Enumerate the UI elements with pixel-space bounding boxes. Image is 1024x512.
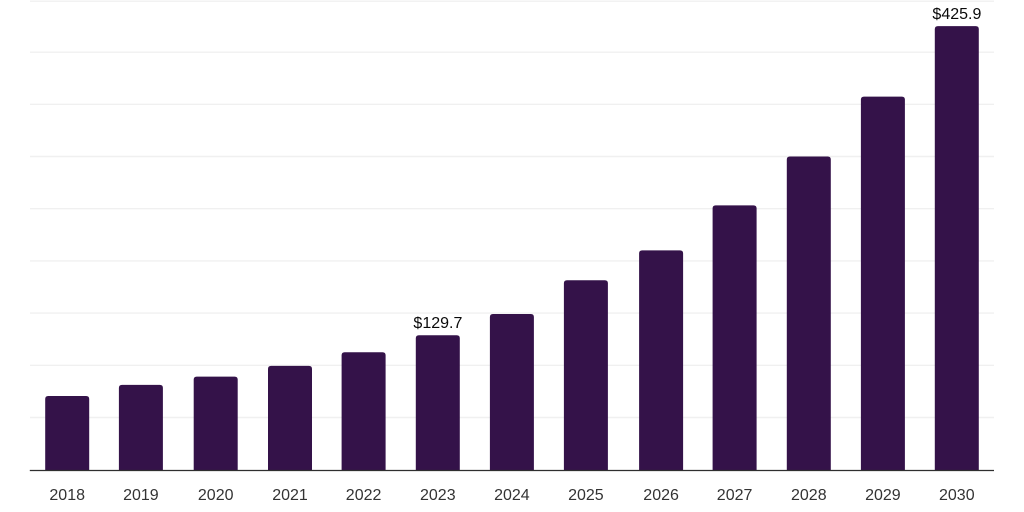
svg-text:$425.9: $425.9 (932, 6, 981, 23)
svg-text:2030: 2030 (939, 487, 975, 504)
svg-text:2019: 2019 (123, 487, 159, 504)
svg-text:2027: 2027 (717, 487, 753, 504)
svg-text:2024: 2024 (494, 487, 530, 504)
svg-text:2025: 2025 (568, 487, 604, 504)
svg-text:2029: 2029 (865, 487, 901, 504)
svg-text:2020: 2020 (198, 487, 234, 504)
svg-text:2026: 2026 (643, 487, 679, 504)
svg-text:$129.7: $129.7 (413, 315, 462, 332)
svg-text:2021: 2021 (272, 487, 308, 504)
svg-text:2018: 2018 (49, 487, 85, 504)
svg-text:2023: 2023 (420, 487, 456, 504)
svg-text:2028: 2028 (791, 487, 827, 504)
svg-text:2022: 2022 (346, 487, 382, 504)
